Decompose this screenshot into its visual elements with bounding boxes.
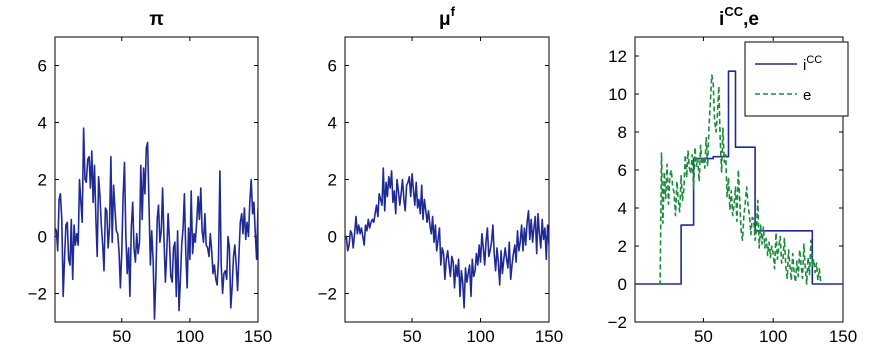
series-line-1	[635, 70, 843, 285]
y-tick-label: 4	[618, 199, 627, 218]
plot-area	[345, 167, 549, 309]
chart-title: iCC,e	[719, 4, 759, 30]
axes-frame	[634, 36, 844, 323]
y-tick-label: 6	[38, 57, 47, 76]
y-tick-label: 2	[618, 237, 627, 256]
chart-panel-2: −2 0 2 4 6 50 100 150 μf	[318, 4, 564, 344]
chart-panel-3: −2 0 2 4 6 8 10 12 50 100 150 iCC,e iCC e	[608, 4, 858, 344]
x-tick-label: 150	[535, 327, 563, 344]
y-tick-label: 2	[328, 171, 337, 190]
y-tick-label: 0	[618, 275, 627, 294]
x-tick-label: 150	[829, 327, 857, 344]
y-tick-label: −2	[318, 285, 337, 304]
plot-area	[635, 70, 843, 285]
x-tick-label: 50	[112, 327, 131, 344]
chart-panel-1: −2 0 2 4 6 50 100 150 π	[28, 9, 273, 344]
y-tick-label: 6	[328, 57, 337, 76]
y-tick-label: −2	[28, 285, 47, 304]
x-tick-label: 150	[244, 327, 272, 344]
y-tick-label: 0	[38, 228, 47, 247]
chart-title: μf	[439, 4, 456, 30]
x-tick-label: 50	[403, 327, 422, 344]
x-tick-label: 50	[694, 327, 713, 344]
y-tick-label: 4	[38, 114, 47, 133]
plot-area	[55, 127, 258, 320]
y-tick-label: 12	[608, 47, 627, 66]
y-tick-label: 2	[38, 171, 47, 190]
y-tick-label: 6	[618, 161, 627, 180]
legend-label: e	[803, 87, 811, 104]
x-tick-label: 100	[176, 327, 204, 344]
x-tick-label: 100	[759, 327, 787, 344]
x-tick-label: 100	[466, 327, 494, 344]
axes-frame	[344, 36, 550, 323]
series-line-2	[658, 74, 823, 285]
legend-box	[744, 41, 849, 117]
legend: iCC e	[744, 41, 849, 117]
series-line-1	[345, 167, 549, 309]
series-line-1	[55, 127, 258, 320]
y-tick-label: 8	[618, 123, 627, 142]
chart-title: π	[149, 9, 164, 30]
y-tick-label: 0	[328, 228, 337, 247]
legend-label: iCC	[803, 54, 822, 74]
y-tick-label: 4	[328, 114, 337, 133]
y-tick-label: 10	[608, 85, 627, 104]
y-tick-label: −2	[608, 313, 627, 332]
